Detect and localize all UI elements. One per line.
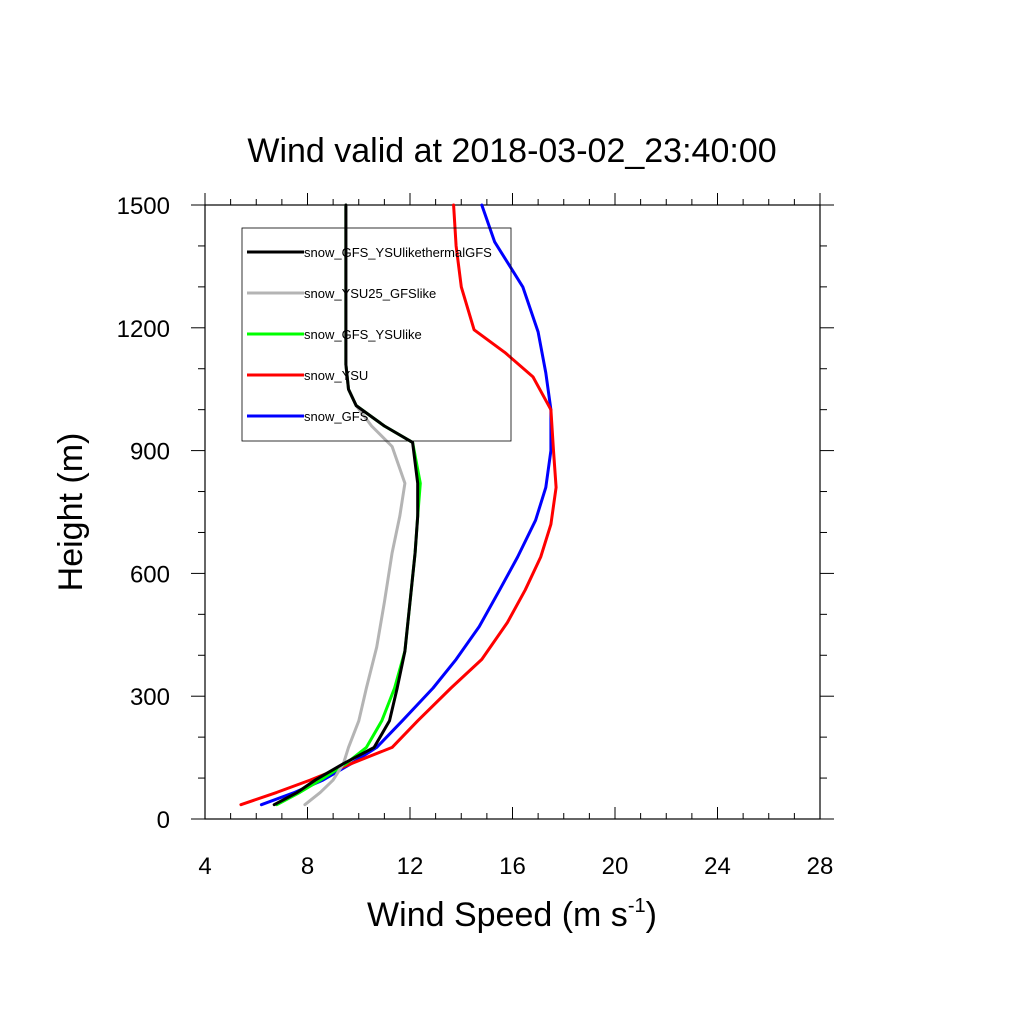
x-tick-label: 28 <box>807 853 834 880</box>
legend: snow_GFS_YSUlikethermalGFS snow_YSU25_GFS… <box>241 227 512 442</box>
plot-frame <box>204 204 821 820</box>
y-tick-label: 0 <box>157 807 170 834</box>
y-axis: 0 300 600 900 1200 1500 <box>117 193 834 834</box>
legend-label: snow_YSU25_GFSlike <box>304 286 436 301</box>
x-tick-label: 24 <box>704 853 731 880</box>
x-tick-label: 12 <box>397 853 424 880</box>
x-axis-title-superscript: -1 <box>628 895 646 917</box>
x-axis: 4 8 12 16 20 24 28 <box>198 193 833 880</box>
legend-label: snow_GFS_YSUlikethermalGFS <box>304 245 492 260</box>
legend-label: snow_GFS <box>304 409 369 424</box>
y-tick-label: 900 <box>130 439 170 466</box>
series-line-snow_GFS_YSUlikethermalGFS <box>272 203 420 807</box>
y-tick-label: 1200 <box>117 316 170 343</box>
x-tick-label: 8 <box>301 853 314 880</box>
x-tick-label: 4 <box>198 853 211 880</box>
chart-title: Wind valid at 2018-03-02_23:40:00 <box>247 132 776 170</box>
series-line-snow_YSU <box>239 203 558 807</box>
y-tick-label: 300 <box>130 684 170 711</box>
legend-label: snow_GFS_YSUlike <box>304 327 422 342</box>
legend-label: snow_YSU <box>304 368 368 383</box>
x-tick-label: 20 <box>602 853 629 880</box>
y-axis-title: Height (m) <box>52 433 90 592</box>
x-axis-title: Wind Speed (m s-1) <box>367 895 657 934</box>
x-axis-title-main: Wind Speed (m s <box>367 896 628 934</box>
series-layer <box>239 203 558 807</box>
y-tick-label: 600 <box>130 561 170 588</box>
x-axis-title-tail: ) <box>646 896 657 934</box>
y-tick-label: 1500 <box>117 193 170 220</box>
legend-box <box>241 227 512 442</box>
x-tick-label: 16 <box>499 853 526 880</box>
plot-border <box>204 204 821 820</box>
